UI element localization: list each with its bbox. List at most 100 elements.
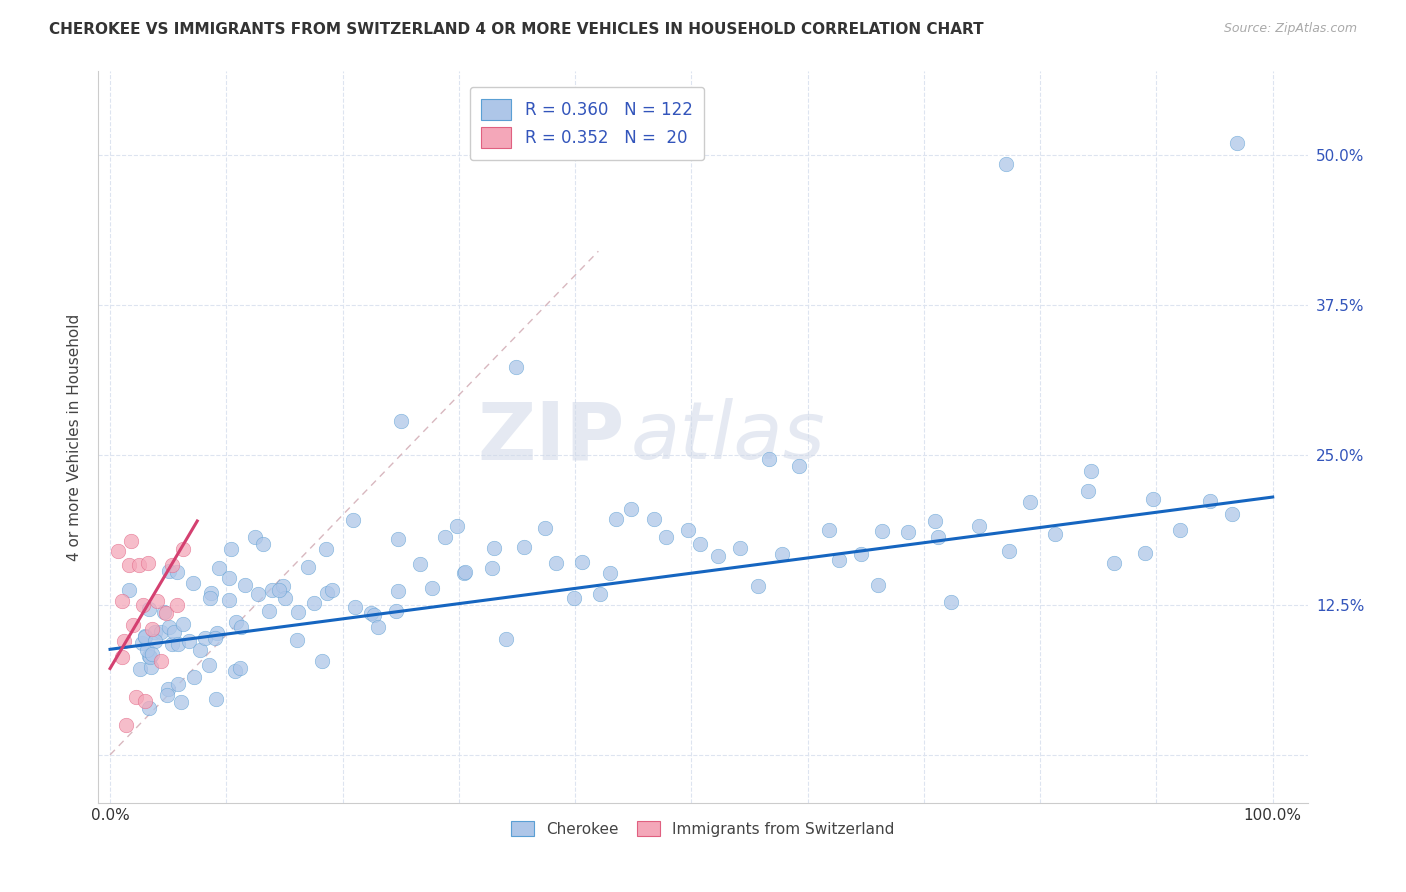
Point: [482, 541, 505, 555]
Point: [172, 541, 194, 556]
Point: [1198, 494, 1220, 508]
Point: [1168, 523, 1191, 537]
Point: [204, 631, 226, 645]
Point: [131, 636, 153, 650]
Point: [139, 660, 162, 674]
Point: [172, 617, 194, 632]
Point: [287, 605, 309, 619]
Point: [134, 631, 156, 645]
Point: [1077, 484, 1099, 499]
Point: [136, 643, 159, 657]
Point: [179, 634, 201, 648]
Point: [145, 624, 167, 639]
Point: [252, 537, 274, 551]
Point: [218, 571, 240, 585]
Point: [994, 157, 1017, 171]
Point: [1080, 464, 1102, 478]
Point: [589, 586, 612, 600]
Point: [111, 594, 134, 608]
Point: [155, 607, 177, 621]
Point: [939, 595, 962, 609]
Point: [453, 566, 475, 580]
Point: [870, 524, 893, 538]
Point: [245, 530, 267, 544]
Point: [183, 670, 205, 684]
Point: [157, 620, 180, 634]
Y-axis label: 4 or more Vehicles in Household: 4 or more Vehicles in Household: [67, 313, 83, 561]
Point: [163, 625, 186, 640]
Point: [112, 634, 135, 648]
Point: [198, 657, 221, 672]
Point: [153, 605, 176, 619]
Point: [170, 695, 193, 709]
Point: [200, 586, 222, 600]
Legend: Cherokee, Immigrants from Switzerland: Cherokee, Immigrants from Switzerland: [505, 814, 901, 843]
Point: [229, 661, 252, 675]
Point: [927, 530, 949, 544]
Point: [150, 654, 173, 668]
Point: [678, 523, 700, 537]
Point: [387, 584, 409, 599]
Point: [818, 523, 841, 537]
Point: [188, 643, 211, 657]
Point: [434, 531, 457, 545]
Point: [730, 541, 752, 555]
Point: [422, 581, 444, 595]
Point: [505, 360, 527, 375]
Point: [157, 681, 180, 696]
Point: [367, 620, 389, 634]
Point: [1220, 507, 1243, 521]
Point: [181, 575, 204, 590]
Point: [285, 632, 308, 647]
Point: [166, 598, 188, 612]
Point: [111, 649, 134, 664]
Point: [707, 549, 730, 564]
Point: [1133, 546, 1156, 560]
Point: [208, 561, 231, 575]
Point: [562, 591, 585, 605]
Point: [495, 632, 517, 647]
Point: [868, 578, 890, 592]
Point: [315, 542, 337, 557]
Point: [134, 629, 156, 643]
Point: [120, 534, 142, 549]
Point: [267, 583, 290, 598]
Point: [389, 414, 412, 428]
Point: [225, 615, 247, 629]
Point: [1142, 491, 1164, 506]
Point: [122, 618, 145, 632]
Point: [138, 556, 160, 570]
Point: [605, 512, 627, 526]
Point: [385, 604, 408, 618]
Text: atlas: atlas: [630, 398, 825, 476]
Point: [599, 566, 621, 580]
Point: [157, 564, 180, 578]
Point: [149, 625, 172, 640]
Point: [1043, 526, 1066, 541]
Point: [260, 582, 283, 597]
Point: [134, 694, 156, 708]
Point: [571, 555, 593, 569]
Point: [1102, 556, 1125, 570]
Point: [363, 608, 385, 623]
Point: [302, 596, 325, 610]
Text: Source: ZipAtlas.com: Source: ZipAtlas.com: [1223, 22, 1357, 36]
Point: [138, 701, 160, 715]
Point: [689, 537, 711, 551]
Point: [271, 579, 294, 593]
Point: [205, 626, 228, 640]
Point: [194, 632, 217, 646]
Point: [316, 586, 339, 600]
Point: [138, 602, 160, 616]
Point: [166, 676, 188, 690]
Point: [828, 553, 851, 567]
Point: [221, 542, 243, 557]
Point: [118, 583, 141, 598]
Point: [1226, 136, 1249, 150]
Point: [409, 557, 432, 571]
Point: [360, 606, 382, 620]
Point: [160, 637, 183, 651]
Point: [167, 637, 190, 651]
Point: [924, 514, 946, 528]
Point: [454, 566, 477, 580]
